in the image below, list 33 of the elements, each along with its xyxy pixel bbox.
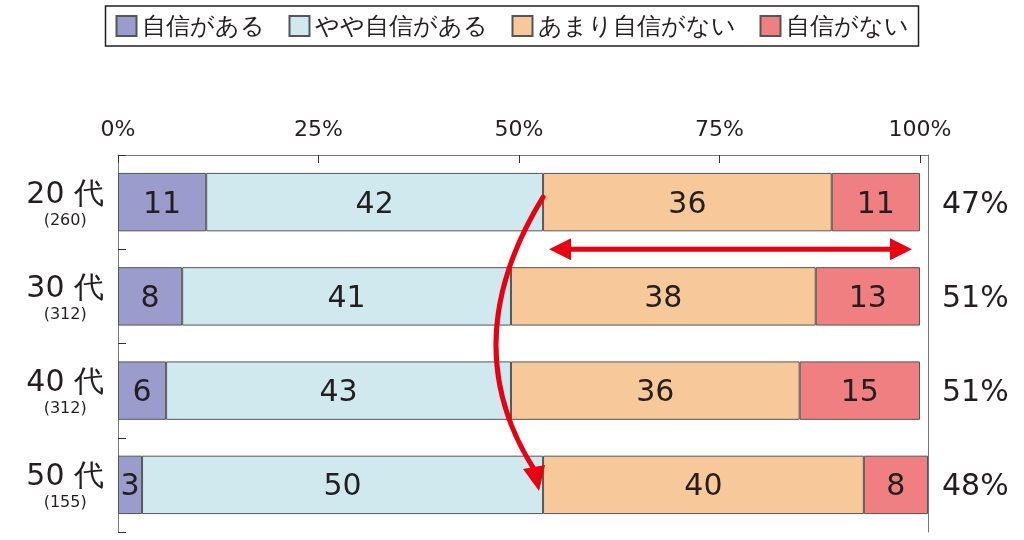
data-label: 15 — [840, 373, 879, 409]
text: 51% — [942, 278, 1009, 314]
data-label: 38 — [644, 278, 683, 314]
x-tick-label: 0% — [100, 115, 136, 141]
data-label: 43 — [319, 373, 358, 409]
y-tick-label: 40 代 (312) — [26, 363, 104, 418]
legend-label: やや自信がある — [314, 12, 488, 40]
data-label: 36 — [668, 184, 707, 220]
legend-label: あまり自信がない — [537, 12, 736, 40]
data-label: 40 — [684, 467, 723, 503]
data-label: 41 — [327, 278, 366, 314]
text: 47% — [942, 184, 1009, 220]
x-tick-label: 50% — [494, 115, 544, 141]
data-label: 36 — [636, 373, 675, 409]
text: 48% — [942, 467, 1009, 503]
data-label: 8 — [886, 467, 906, 503]
data-label: 11 — [856, 184, 895, 220]
data-label: 11 — [143, 184, 182, 220]
x-tick-label: 25% — [294, 115, 343, 141]
data-label: 50 — [323, 467, 362, 503]
legend-label: 自信がない — [785, 12, 909, 40]
y-tick-label: 50 代 (155) — [26, 457, 104, 512]
data-label: 13 — [848, 278, 887, 314]
x-tick-label: 75% — [695, 115, 744, 141]
y-tick-label: 30 代 (312) — [26, 268, 104, 323]
text: 51% — [942, 373, 1009, 409]
y-tick-label: 20 代 (260) — [26, 174, 104, 229]
x-tick-label: 100% — [888, 115, 952, 141]
data-label: 8 — [140, 278, 160, 314]
data-label: 3 — [120, 467, 140, 503]
data-label: 6 — [132, 373, 152, 409]
data-label: 42 — [355, 184, 394, 220]
legend-label: 自信がある — [141, 12, 265, 40]
